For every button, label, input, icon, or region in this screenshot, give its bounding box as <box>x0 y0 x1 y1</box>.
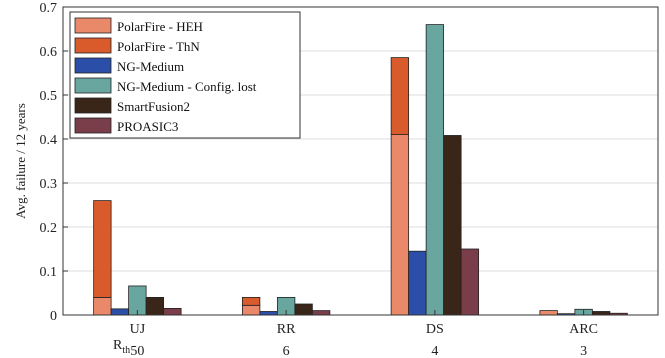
x-tick-label: ARC <box>569 322 598 337</box>
threshold-row: Rth 50 6 4 3 <box>113 338 587 358</box>
y-tick-label: 0.7 <box>40 1 58 16</box>
legend-label-polarfire-heh: PolarFire - HEH <box>117 19 203 34</box>
bar-ng-medium-ds <box>408 250 427 316</box>
threshold-value: 50 <box>130 344 144 358</box>
legend-label-proasic3: PROASIC3 <box>117 119 178 134</box>
y-tick-label: 0.5 <box>40 89 58 104</box>
legend: PolarFire - HEH PolarFire - ThN NG-Medium N… <box>69 11 301 139</box>
legend-label-ng-medium: NG-Medium <box>117 59 184 74</box>
legend-swatch-proasic3 <box>74 117 112 134</box>
bar-proasic3-rr <box>311 310 331 316</box>
bar-smartfusion2-arc <box>591 311 611 316</box>
bar-polarfire-heh-ds <box>390 134 410 316</box>
y-axis-title: Avg. failure / 12 years <box>13 103 28 219</box>
y-tick-label: 0.1 <box>40 265 58 280</box>
threshold-value: 3 <box>580 344 587 358</box>
bars <box>93 24 628 316</box>
y-axis-ticks: 0 0.1 0.2 0.3 0.4 0.5 0.6 0.7 <box>40 1 68 324</box>
legend-swatch-polarfire-thn <box>74 37 112 54</box>
plot-area-frame <box>62 6 659 316</box>
x-tick-label: RR <box>277 322 296 337</box>
threshold-row-label: Rth <box>113 338 130 356</box>
threshold-label-sub: th <box>122 345 130 356</box>
bar-ng-medium-config-lost-ds <box>425 24 445 316</box>
legend-swatch-polarfire-heh <box>74 17 112 34</box>
bar-ng-medium-rr <box>259 311 278 316</box>
bar-polarfire-thn-uj <box>93 200 112 298</box>
bar-polarfire-thn-ds <box>390 57 410 135</box>
bar-polarfire-heh-uj <box>93 296 112 316</box>
bar-polarfire-heh-rr <box>241 304 261 316</box>
legend-label-smartfusion2: SmartFusion2 <box>117 99 190 114</box>
bar-proasic3-uj <box>163 307 182 316</box>
threshold-label-main: R <box>113 338 123 353</box>
legend-label-polarfire-thn: PolarFire - ThN <box>117 39 200 54</box>
y-tick-label: 0.2 <box>40 221 58 236</box>
legend-label-ng-medium-config-lost: NG-Medium - Config. lost <box>117 79 257 94</box>
x-axis-ticks: UJ RR DS ARC <box>130 310 598 337</box>
x-tick-label: DS <box>426 322 444 337</box>
y-tick-label: 0.3 <box>40 177 58 192</box>
bar-smartfusion2-rr <box>294 303 313 316</box>
legend-swatch-smartfusion2 <box>74 97 112 114</box>
threshold-value: 6 <box>283 344 290 358</box>
bar-polarfire-thn-rr <box>241 296 261 306</box>
y-tick-label: 0 <box>50 309 57 324</box>
threshold-value: 4 <box>431 344 438 358</box>
legend-swatch-ng-medium-config-lost <box>74 77 112 94</box>
y-tick-label: 0.6 <box>40 45 58 60</box>
bar-polarfire-heh-arc <box>539 310 558 316</box>
legend-swatch-ng-medium <box>74 57 112 74</box>
y-tick-label: 0.4 <box>40 133 58 148</box>
bar-smartfusion2-uj <box>145 296 165 316</box>
bar-proasic3-ds <box>460 248 480 316</box>
bar-smartfusion2-ds <box>443 135 462 316</box>
bar-ng-medium-uj <box>110 308 130 316</box>
x-tick-label: UJ <box>130 322 146 337</box>
